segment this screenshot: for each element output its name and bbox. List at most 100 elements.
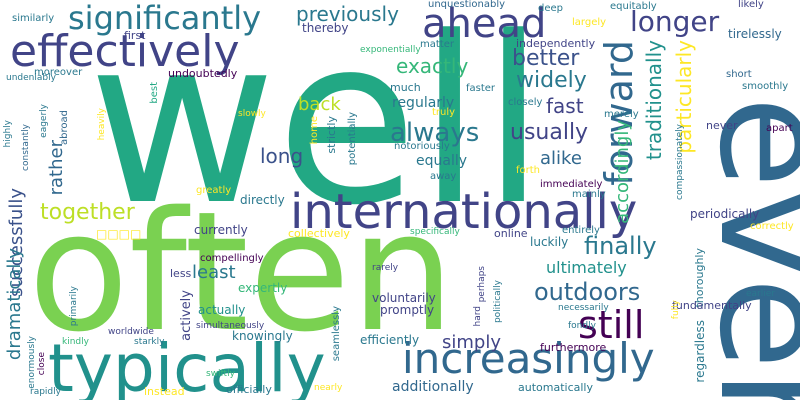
word-seamlessly: seamlessly bbox=[331, 306, 342, 362]
word-primarily: primarily bbox=[69, 286, 79, 327]
word-together: together bbox=[40, 200, 135, 225]
word-swiftly: swiftly bbox=[206, 369, 235, 379]
word-directly: directly bbox=[240, 193, 285, 207]
word-independently: independently bbox=[516, 37, 596, 50]
word-politically: politically bbox=[493, 280, 503, 324]
word-merely: merely bbox=[604, 109, 639, 120]
word-accordingly: accordingly bbox=[612, 120, 633, 224]
word-compellingly: compellingly bbox=[200, 253, 264, 264]
word-better: better bbox=[512, 46, 580, 71]
word-exponentially: exponentially bbox=[360, 45, 421, 55]
word-largely: largely bbox=[572, 17, 607, 28]
word-perhaps: perhaps bbox=[477, 266, 487, 303]
word-likely: likely bbox=[738, 0, 764, 10]
word-officially: officially bbox=[226, 383, 272, 396]
word-longer: longer bbox=[630, 5, 720, 38]
word-knowingly: knowingly bbox=[232, 329, 293, 343]
word-close: close bbox=[37, 352, 47, 376]
word-necessarily: necessarily bbox=[558, 303, 609, 313]
word-closely: closely bbox=[508, 97, 543, 108]
word-rapidly: rapidly bbox=[30, 387, 61, 397]
word-mainly: mainly bbox=[572, 189, 606, 200]
word-fundamentally: fundamentally bbox=[672, 299, 752, 312]
word-undeniably: undeniably bbox=[6, 73, 56, 83]
word-simply: simply bbox=[442, 332, 501, 353]
word-actually: actually bbox=[198, 303, 246, 317]
word-similarly: similarly bbox=[12, 13, 55, 24]
word-first: first bbox=[124, 29, 146, 42]
word-usually: usually bbox=[510, 120, 589, 145]
word-typically: typically bbox=[48, 330, 326, 400]
word-thereby: thereby bbox=[302, 21, 349, 35]
word-apart: apart bbox=[766, 123, 793, 134]
word-efficiently: efficiently bbox=[360, 333, 420, 347]
word-short: short bbox=[726, 69, 752, 80]
word-equally: equally bbox=[416, 153, 468, 169]
word-placeholder-glyphs: □□□□ bbox=[96, 227, 142, 241]
word-furthermore: furthermore bbox=[540, 341, 607, 354]
word-moreover: moreover bbox=[34, 67, 83, 78]
word-periodically: periodically bbox=[690, 207, 760, 221]
word-significantly: significantly bbox=[68, 0, 262, 37]
word-exactly: exactly bbox=[396, 54, 469, 78]
word-earlier: earlier bbox=[746, 289, 775, 299]
word-potentially: potentially bbox=[347, 112, 358, 166]
word-fast: fast bbox=[546, 94, 584, 118]
word-least: least bbox=[192, 262, 236, 283]
word-often: often bbox=[28, 176, 455, 368]
word-traditionally: traditionally bbox=[642, 40, 666, 161]
word-finally: finally bbox=[584, 232, 657, 260]
word-ahead: ahead bbox=[422, 1, 547, 47]
word-fully: fully bbox=[671, 300, 681, 320]
word-highly: highly bbox=[3, 120, 13, 148]
word-rarely: rarely bbox=[372, 263, 399, 273]
word-online: online bbox=[494, 227, 528, 240]
word-starkly: starkly bbox=[134, 337, 165, 347]
word-fondly: fondly bbox=[568, 321, 596, 331]
word-rather: rather bbox=[46, 140, 67, 196]
word-previously: previously bbox=[296, 2, 399, 26]
word-dramatically: dramatically bbox=[4, 248, 25, 361]
word-never: never bbox=[706, 119, 738, 132]
word-tirelessly: tirelessly bbox=[728, 27, 782, 41]
word-nearly: nearly bbox=[314, 383, 343, 393]
word-collectively: collectively bbox=[288, 227, 350, 240]
word-constantly: constantly bbox=[21, 124, 31, 171]
word-deep: deep bbox=[538, 3, 563, 14]
word-matter: matter bbox=[420, 39, 454, 50]
word-internationally: internationally bbox=[290, 184, 638, 240]
word-truly: truly bbox=[432, 107, 456, 118]
word-faster: faster bbox=[466, 83, 496, 94]
word-greatly: greatly bbox=[196, 185, 232, 196]
word-regularly: regularly bbox=[392, 95, 455, 111]
word-strictly: strictly bbox=[325, 116, 338, 154]
word-automatically: automatically bbox=[518, 381, 593, 394]
word-increasingly: increasingly bbox=[402, 334, 655, 383]
word-effectively: effectively bbox=[10, 26, 240, 77]
word-smoothly: smoothly bbox=[742, 81, 789, 92]
word-luckily: luckily bbox=[530, 235, 569, 249]
word-heavily: heavily bbox=[97, 108, 107, 141]
word-ultimately: ultimately bbox=[546, 258, 627, 277]
word-away: away bbox=[430, 171, 457, 182]
word-simultaneously: simultaneously bbox=[196, 321, 265, 331]
word-entirely: entirely bbox=[562, 225, 600, 236]
word-widely: widely bbox=[516, 68, 587, 93]
word-expertly: expertly bbox=[238, 281, 288, 295]
word-best: best bbox=[149, 82, 160, 104]
word-notoriously: notoriously bbox=[394, 141, 450, 152]
word-much: much bbox=[390, 81, 421, 94]
word-immediately: immediately bbox=[540, 179, 603, 190]
word-voluntarily: voluntarily bbox=[372, 291, 436, 305]
word-regardless: regardless bbox=[693, 320, 707, 383]
word-enormously: enormously bbox=[27, 336, 37, 389]
word-undoubtedly: undoubtedly bbox=[168, 67, 238, 80]
word-even: even bbox=[686, 96, 800, 400]
word-specifically: specifically bbox=[410, 227, 460, 237]
word-well: well bbox=[88, 0, 546, 256]
word-promptly: promptly bbox=[380, 303, 435, 317]
word-correctly: correctly bbox=[750, 221, 794, 232]
word-kindly: kindly bbox=[62, 337, 89, 347]
word-currently: currently bbox=[194, 223, 248, 237]
